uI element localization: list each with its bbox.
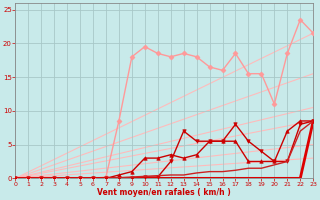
X-axis label: Vent moyen/en rafales ( km/h ): Vent moyen/en rafales ( km/h )	[97, 188, 231, 197]
